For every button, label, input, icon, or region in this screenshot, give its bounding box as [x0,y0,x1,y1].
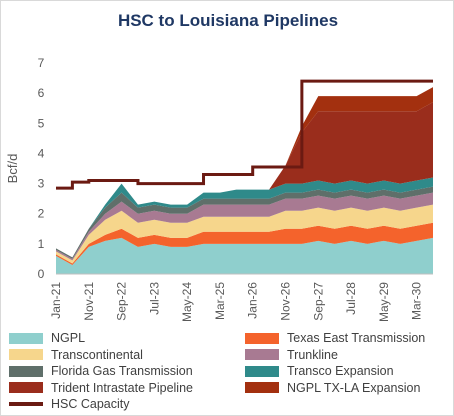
legend-label: Transco Expansion [287,364,394,378]
x-tick-label: Mar-25 [213,282,227,320]
y-tick-label: 7 [38,56,45,70]
area-florida-gas-transmission [56,186,433,259]
legend-swatch [245,365,279,377]
area-texas-east-transmission [56,222,433,265]
area-trident-intrastate-pipeline [56,102,433,258]
x-tick-label: Jul-23 [147,282,161,315]
legend-label: Florida Gas Transmission [51,364,193,378]
legend-label: Texas East Transmission [287,331,426,345]
legend-item-ngpl: NGPL [9,331,85,345]
legend-label: Trunkline [287,347,338,362]
area-transcontinental [56,204,433,264]
x-tick-label: May-29 [377,282,391,322]
legend-swatch [9,365,43,377]
y-tick-label: 2 [38,207,45,221]
y-tick-label: 4 [38,146,45,160]
legend-label: NGPL [51,331,86,345]
x-tick-label: Nov-26 [278,282,292,321]
y-tick-label: 6 [38,86,45,100]
legend-swatch [245,349,279,360]
area-transco-expansion [56,177,433,258]
line-hsc-capacity [56,79,433,190]
y-tick-label: 3 [38,177,45,191]
x-tick-label: Jan-26 [246,282,260,319]
y-tick-label: 5 [38,116,45,130]
x-tick-label: Sep-27 [311,282,325,321]
area-ngpl-tx-la-expansion [56,87,433,258]
area-trunkline [56,192,433,261]
area-ngpl [56,237,433,274]
legend-item-florida-gas-transmission: Florida Gas Transmission [9,364,193,378]
y-tick-label: 1 [38,237,45,251]
legend-item-trunkline: Trunkline [245,348,338,362]
legend-swatch [245,332,279,344]
x-tick-label: Nov-21 [82,282,96,321]
plot-area: 0 1 2 3 4 5 6 7 Jan-21 Nov-21 Sep-22 Jul-23 May-24 Ma… [5,56,433,322]
legend-item-trident-intrastate-pipeline: Trident Intrastate Pipeline [9,381,193,395]
chart-title: HSC to Louisiana Pipelines [117,11,339,30]
legend-swatch [9,349,43,360]
legend-item-transco-expansion: Transco Expansion [245,364,394,378]
legend-item-texas-east-transmission: Texas East Transmission [245,331,425,345]
legend-item-hsc-capacity: HSC Capacity [9,397,130,411]
y-axis-label: Bcf/d [5,154,20,184]
legend-label: Transcontinental [51,347,143,362]
x-tick-label: Jan-21 [49,282,63,319]
legend-swatch [9,382,43,393]
legend-label: Trident Intrastate Pipeline [51,380,193,395]
x-tick-label: May-24 [180,282,194,322]
legend-label: NGPL TX-LA Expansion [287,380,421,395]
legend-item-ngpl-tx-la-expansion: NGPL TX-LA Expansion [245,381,420,395]
legend-swatch [9,402,43,406]
legend-swatch [245,382,279,393]
x-tick-label: Sep-22 [115,282,129,321]
y-tick-label: 0 [38,267,45,281]
legend-label: HSC Capacity [51,397,130,411]
x-tick-label: Mar-30 [410,282,424,320]
legend-swatch [9,332,43,344]
legend-item-transcontinental: Transcontinental [9,348,143,362]
x-tick-label: Jul-28 [344,282,358,315]
